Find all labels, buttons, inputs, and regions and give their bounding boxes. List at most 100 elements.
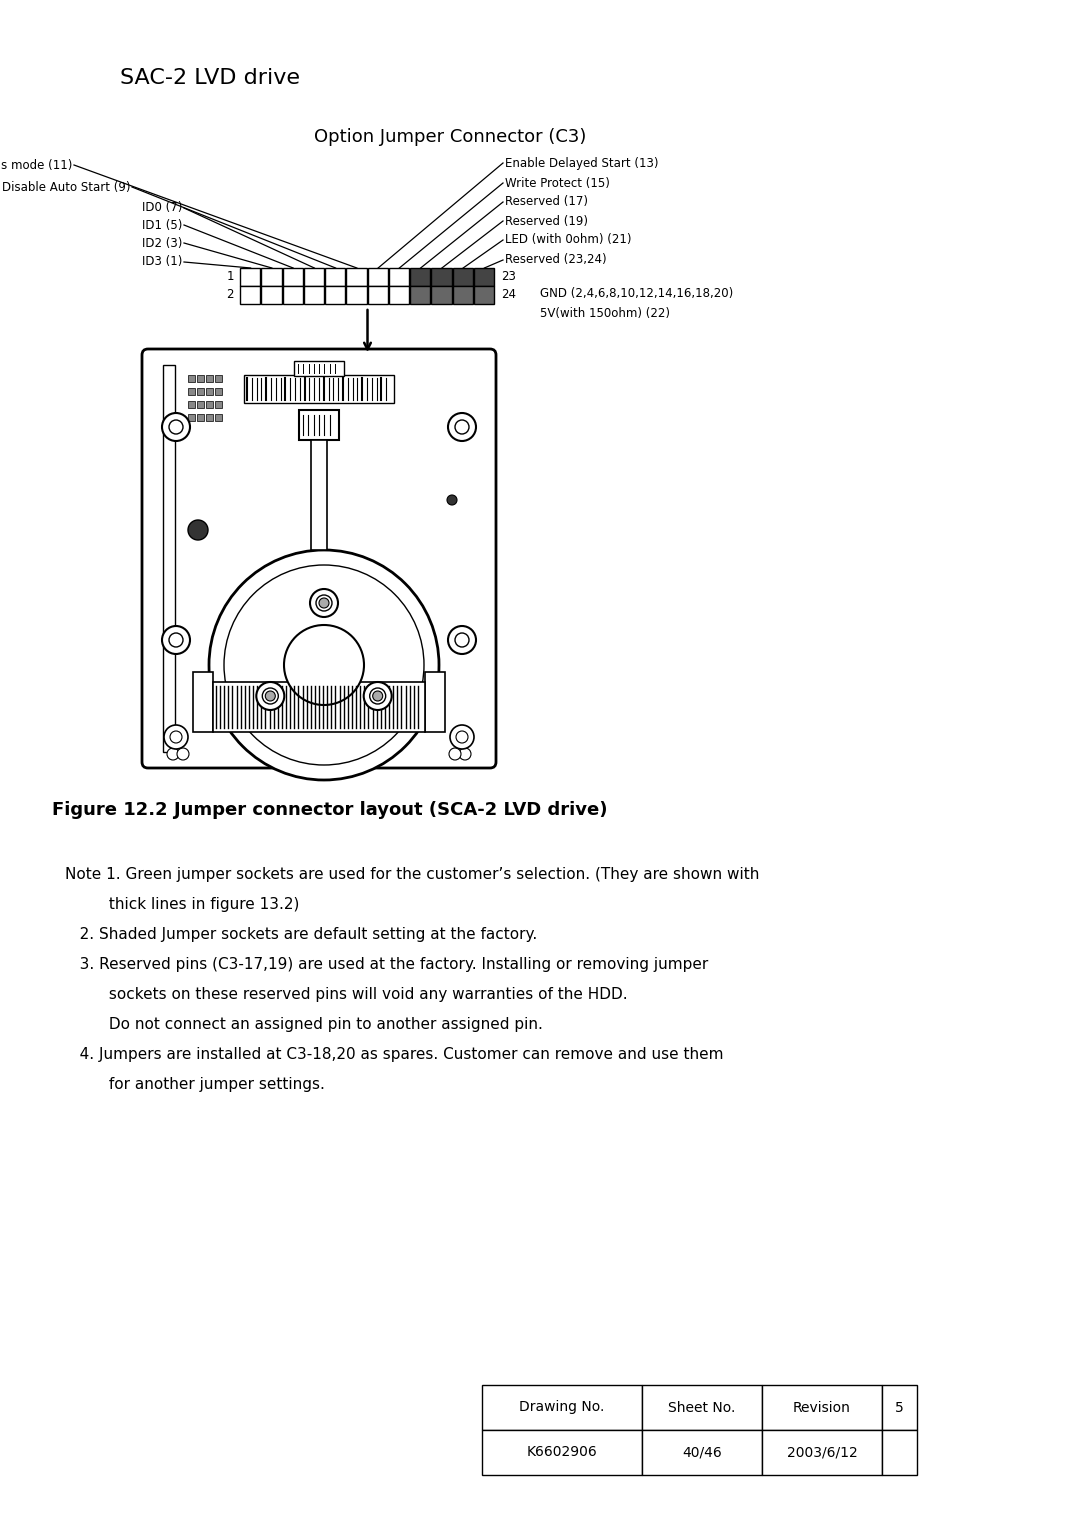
Circle shape <box>319 598 329 608</box>
Circle shape <box>284 625 364 705</box>
Bar <box>410 268 430 287</box>
Circle shape <box>198 689 208 700</box>
Text: sockets on these reserved pins will void any warranties of the HDD.: sockets on these reserved pins will void… <box>65 988 627 1002</box>
Circle shape <box>168 633 183 647</box>
Bar <box>261 287 282 303</box>
Text: ID2 (3): ID2 (3) <box>141 236 183 250</box>
Bar <box>410 287 430 303</box>
Bar <box>367 287 388 303</box>
Text: Force Single-Ended bus mode (11): Force Single-Ended bus mode (11) <box>0 159 72 171</box>
Text: LED (with 0ohm) (21): LED (with 0ohm) (21) <box>505 233 632 247</box>
Text: 3. Reserved pins (C3-17,19) are used at the factory. Installing or removing jump: 3. Reserved pins (C3-17,19) are used at … <box>65 958 708 973</box>
Circle shape <box>373 691 382 702</box>
Circle shape <box>448 625 476 654</box>
Text: 5V(with 150ohm) (22): 5V(with 150ohm) (22) <box>540 307 670 320</box>
Text: for another jumper settings.: for another jumper settings. <box>65 1078 325 1092</box>
Bar <box>311 441 327 551</box>
Bar <box>389 268 409 287</box>
Bar <box>240 268 260 287</box>
Text: Reserved (23,24): Reserved (23,24) <box>505 253 607 267</box>
FancyBboxPatch shape <box>141 349 496 769</box>
Bar <box>188 375 195 381</box>
Circle shape <box>262 688 279 705</box>
Text: Revision: Revision <box>793 1400 851 1415</box>
Text: Reserved (17): Reserved (17) <box>505 195 588 209</box>
Bar <box>431 287 451 303</box>
Bar <box>283 268 302 287</box>
Bar <box>197 387 204 395</box>
Bar <box>474 268 494 287</box>
Circle shape <box>210 551 438 779</box>
Text: Figure 12.2 Jumper connector layout (SCA-2 LVD drive): Figure 12.2 Jumper connector layout (SCA… <box>52 801 608 819</box>
Circle shape <box>168 419 183 435</box>
Circle shape <box>188 520 208 540</box>
Circle shape <box>459 747 471 759</box>
Text: Sheet No.: Sheet No. <box>669 1400 735 1415</box>
Text: Write Protect (15): Write Protect (15) <box>505 177 610 189</box>
Circle shape <box>455 419 469 435</box>
Text: Drawing No.: Drawing No. <box>519 1400 605 1415</box>
Bar <box>325 268 346 287</box>
Bar <box>197 401 204 409</box>
Bar <box>206 387 213 395</box>
Circle shape <box>170 730 183 743</box>
Circle shape <box>164 724 188 749</box>
Bar <box>325 287 346 303</box>
Circle shape <box>450 724 474 749</box>
Text: 2: 2 <box>227 288 234 302</box>
Bar <box>642 1430 762 1475</box>
Circle shape <box>369 688 386 705</box>
Text: Note 1. Green jumper sockets are used for the customer’s selection. (They are sh: Note 1. Green jumper sockets are used fo… <box>65 868 759 883</box>
Circle shape <box>256 682 284 711</box>
Bar <box>215 387 222 395</box>
Text: ID0 (7): ID0 (7) <box>141 201 183 215</box>
Bar <box>206 401 213 409</box>
Circle shape <box>447 496 457 505</box>
Bar <box>193 673 213 732</box>
Text: Option Jumper Connector (C3): Option Jumper Connector (C3) <box>314 128 586 146</box>
Text: GND (2,4,6,8,10,12,14,16,18,20): GND (2,4,6,8,10,12,14,16,18,20) <box>540 287 733 299</box>
Text: SAC-2 LVD drive: SAC-2 LVD drive <box>120 69 300 88</box>
Bar <box>303 268 324 287</box>
Text: K6602906: K6602906 <box>527 1446 597 1459</box>
Bar <box>244 375 394 403</box>
Bar <box>642 1385 762 1430</box>
Bar <box>163 364 175 752</box>
Bar <box>482 1430 642 1475</box>
Bar <box>453 268 473 287</box>
Circle shape <box>455 633 469 647</box>
Circle shape <box>266 691 275 702</box>
Text: Disable Auto Start (9): Disable Auto Start (9) <box>1 180 130 194</box>
Bar <box>188 413 195 421</box>
Bar <box>482 1385 642 1430</box>
Bar <box>762 1430 882 1475</box>
Text: 40/46: 40/46 <box>683 1446 721 1459</box>
Bar <box>426 673 445 732</box>
Circle shape <box>448 413 476 441</box>
Circle shape <box>162 625 190 654</box>
Circle shape <box>449 747 461 759</box>
Bar <box>215 375 222 381</box>
Bar <box>389 287 409 303</box>
Bar <box>206 413 213 421</box>
Circle shape <box>364 682 392 711</box>
Bar <box>188 387 195 395</box>
Bar <box>213 682 426 732</box>
Circle shape <box>162 413 190 441</box>
Text: ID3 (1): ID3 (1) <box>141 256 183 268</box>
Bar <box>347 268 366 287</box>
Text: thick lines in figure 13.2): thick lines in figure 13.2) <box>65 898 299 912</box>
Bar <box>453 287 473 303</box>
Bar <box>215 401 222 409</box>
Text: Reserved (19): Reserved (19) <box>505 215 588 227</box>
Circle shape <box>224 564 424 766</box>
Bar <box>882 1385 917 1430</box>
Bar <box>197 413 204 421</box>
Bar <box>188 401 195 409</box>
Circle shape <box>167 747 179 759</box>
Text: Enable Delayed Start (13): Enable Delayed Start (13) <box>505 157 659 169</box>
Bar <box>294 361 345 377</box>
Text: 5: 5 <box>895 1400 904 1415</box>
Bar <box>240 287 260 303</box>
Bar <box>367 268 388 287</box>
